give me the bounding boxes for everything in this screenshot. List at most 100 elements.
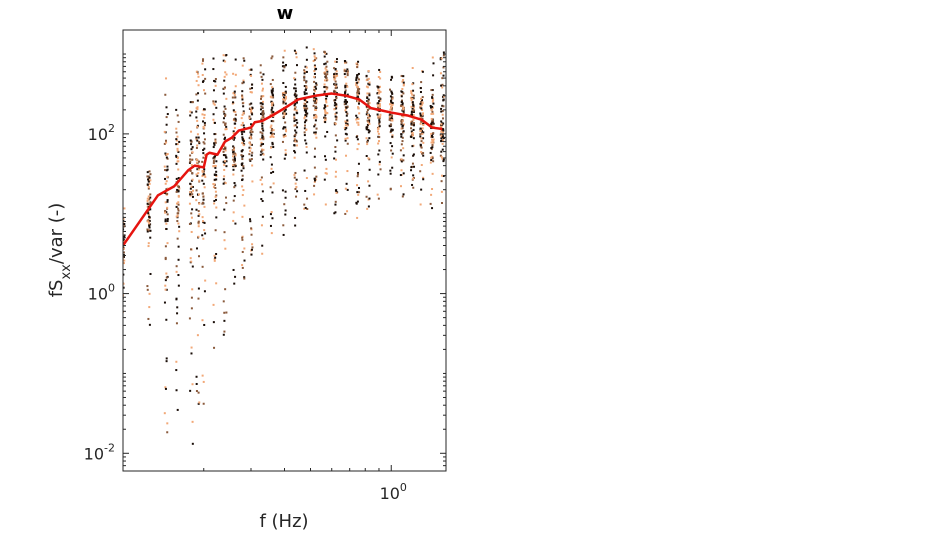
scatter-point (241, 236, 244, 239)
scatter-point (202, 126, 205, 129)
scatter-point (176, 312, 179, 315)
scatter-point (295, 195, 298, 198)
scatter-point (441, 117, 444, 120)
scatter-point (389, 169, 392, 172)
scatter-point (166, 206, 169, 209)
scatter-point (232, 92, 235, 95)
scatter-point (233, 159, 236, 162)
scatter-point (324, 155, 327, 158)
scatter-point (313, 88, 316, 91)
scatter-point (261, 78, 264, 81)
scatter-point (201, 113, 204, 116)
scatter-point (346, 137, 349, 140)
scatter-point (420, 188, 423, 191)
scatter-point (260, 141, 263, 144)
scatter-point (202, 402, 205, 405)
scatter-point (231, 164, 234, 167)
scatter-point (345, 154, 348, 157)
scatter-point (261, 149, 264, 152)
scatter-point (165, 180, 168, 183)
scatter-point (225, 160, 228, 163)
scatter-point (164, 177, 167, 180)
scatter-point (390, 118, 393, 121)
scatter-point (410, 136, 413, 139)
scatter-point (223, 330, 226, 333)
scatter-point (420, 107, 423, 110)
scatter-point (442, 158, 445, 161)
scatter-point (294, 140, 297, 143)
scatter-point (251, 164, 254, 167)
scatter-point (313, 72, 316, 75)
scatter-point (293, 176, 296, 179)
scatter-point (313, 80, 316, 83)
scatter-point (203, 147, 206, 150)
scatter-point (222, 87, 225, 90)
scatter-point (197, 220, 200, 223)
scatter-point (284, 196, 287, 199)
scatter-point (411, 97, 414, 100)
scatter-point (295, 131, 298, 134)
scatter-point (401, 120, 404, 123)
scatter-point (284, 135, 287, 138)
scatter-point (389, 116, 392, 119)
scatter-point (233, 152, 236, 155)
scatter-point (270, 124, 273, 127)
scatter-point (283, 91, 286, 94)
scatter-point (225, 311, 228, 314)
scatter-point (249, 87, 252, 90)
scatter-point (431, 121, 434, 124)
scatter-point (431, 100, 434, 103)
scatter-point (215, 106, 218, 109)
scatter-point (377, 89, 380, 92)
scatter-point (430, 106, 432, 109)
scatter-point (176, 220, 179, 223)
scatter-point (232, 145, 235, 148)
scatter-point (306, 107, 309, 110)
scatter-point (165, 123, 168, 126)
scatter-point (410, 130, 413, 133)
scatter-point (270, 96, 273, 99)
scatter-point (204, 92, 207, 95)
scatter-point (259, 178, 262, 181)
scatter-point (413, 165, 416, 168)
scatter-point (232, 168, 235, 171)
scatter-point (149, 173, 152, 176)
scatter-point (271, 141, 274, 144)
scatter-point (293, 107, 296, 110)
scatter-point (224, 160, 227, 163)
scatter-point (261, 116, 264, 119)
scatter-point (261, 106, 264, 109)
scatter-point (334, 80, 337, 83)
scatter-point (294, 124, 297, 127)
scatter-point (147, 242, 150, 245)
scatter-point (357, 72, 360, 75)
scatter-point (248, 141, 251, 144)
scatter-point (440, 150, 443, 153)
scatter-point (400, 122, 403, 125)
scatter-point (315, 109, 318, 111)
scatter-point (313, 184, 316, 187)
scatter-point (305, 81, 308, 84)
scatter-point (269, 136, 272, 139)
scatter-point (148, 229, 151, 232)
scatter-point (324, 62, 327, 65)
scatter-point (313, 180, 316, 183)
scatter-point (390, 123, 393, 126)
scatter-point (242, 144, 245, 147)
scatter-point (191, 208, 194, 211)
scatter-point (355, 201, 358, 204)
scatter-point (295, 111, 298, 114)
scatter-point (282, 117, 285, 120)
scatter-point (284, 85, 287, 88)
scatter-point (165, 228, 168, 231)
y-tick-label: 10-2 (84, 441, 115, 463)
scatter-point (195, 116, 198, 119)
scatter-point (356, 90, 359, 93)
scatter-point (335, 83, 338, 86)
scatter-point (314, 133, 317, 136)
scatter-point (378, 100, 381, 103)
scatter-point (378, 68, 381, 71)
scatter-point (201, 160, 204, 163)
scatter-point (213, 199, 216, 202)
scatter-point (335, 73, 338, 75)
